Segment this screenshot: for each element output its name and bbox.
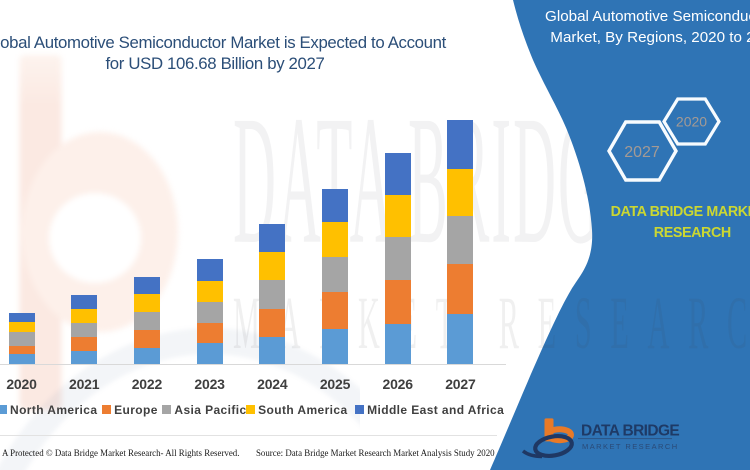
svg-text:DATA BRIDGE: DATA BRIDGE <box>581 423 679 440</box>
svg-text:MARKET RESEARCH: MARKET RESEARCH <box>582 442 679 451</box>
